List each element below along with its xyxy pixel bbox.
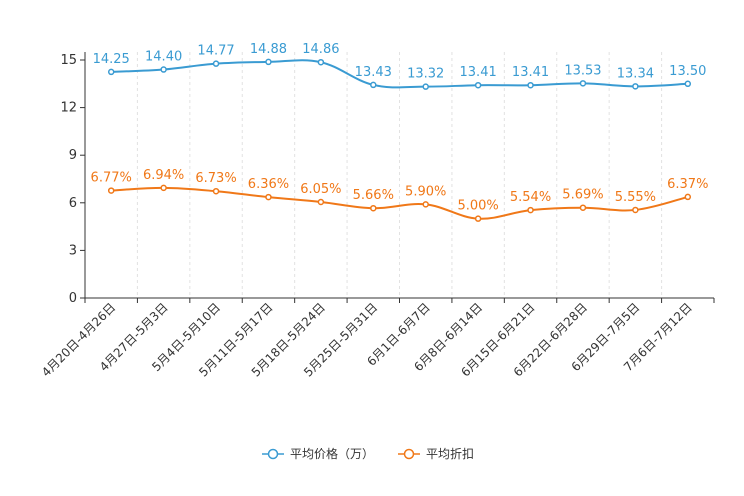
data-label: 6.36% — [248, 177, 289, 192]
data-point[interactable] — [160, 184, 167, 192]
data-point[interactable] — [474, 215, 482, 222]
data-point[interactable] — [527, 81, 534, 89]
data-point[interactable] — [317, 58, 325, 66]
data-point[interactable] — [265, 193, 272, 201]
data-point[interactable] — [684, 80, 692, 88]
data-label: 14.40 — [145, 50, 182, 65]
data-point[interactable] — [579, 80, 587, 87]
data-label: 13.43 — [355, 65, 392, 80]
chart-series: 14.25 14.40 14.77 14.88 14.86 13.43 13.32 13.41… — [91, 42, 708, 222]
data-label: 13.32 — [407, 67, 444, 82]
data-point[interactable] — [317, 198, 325, 206]
legend-swatch-marker — [403, 448, 415, 460]
data-point[interactable] — [632, 83, 639, 90]
data-label: 14.88 — [250, 42, 287, 57]
legend-swatch-marker — [267, 448, 279, 460]
data-label: 5.90% — [405, 184, 446, 199]
data-point[interactable] — [107, 68, 115, 76]
data-point[interactable] — [370, 81, 377, 89]
data-point[interactable] — [107, 187, 115, 194]
data-point[interactable] — [422, 201, 429, 208]
data-point[interactable] — [632, 206, 639, 214]
data-label: 6.05% — [300, 182, 341, 197]
data-label: 5.00% — [457, 199, 498, 214]
data-label: 13.34 — [617, 66, 654, 81]
chart-grid — [136, 52, 663, 298]
y-tick-label: 9 — [69, 148, 77, 163]
chart-legend[interactable]: 平均价格（万） 平均折扣 — [262, 446, 474, 461]
data-point[interactable] — [160, 66, 167, 73]
data-point[interactable] — [212, 60, 220, 67]
data-point[interactable] — [422, 83, 429, 90]
data-label: 14.77 — [197, 44, 234, 59]
legend-label[interactable]: 平均折扣 — [426, 446, 474, 461]
data-point[interactable] — [527, 206, 534, 214]
chart-axes: 036912154月20日-4月26日4月27日-5月3日5月4日-5月10日5… — [39, 52, 715, 380]
data-point[interactable] — [474, 81, 482, 89]
data-label: 13.41 — [512, 65, 549, 80]
series-line-1 — [111, 186, 689, 220]
data-label: 5.54% — [510, 190, 551, 205]
data-label: 14.86 — [302, 42, 339, 57]
data-label: 13.50 — [669, 64, 706, 79]
legend-label[interactable]: 平均价格（万） — [290, 446, 374, 461]
data-label: 5.69% — [562, 188, 603, 203]
data-label: 5.66% — [353, 188, 394, 203]
data-label: 14.25 — [93, 52, 130, 67]
data-label: 6.73% — [195, 171, 236, 186]
y-tick-label: 3 — [69, 243, 77, 258]
data-point[interactable] — [265, 58, 272, 66]
series-line-0 — [111, 59, 688, 89]
y-tick-label: 6 — [69, 196, 77, 211]
data-label: 6.94% — [143, 168, 184, 183]
y-tick-label: 0 — [69, 291, 77, 306]
data-point[interactable] — [370, 204, 377, 212]
data-label: 6.77% — [91, 171, 132, 186]
data-label: 6.37% — [667, 177, 708, 192]
y-tick-label: 15 — [60, 53, 77, 68]
data-label: 13.53 — [564, 63, 601, 78]
data-point[interactable] — [579, 204, 587, 211]
data-point[interactable] — [684, 193, 692, 201]
y-tick-label: 12 — [60, 101, 77, 116]
data-point[interactable] — [212, 187, 220, 195]
data-label: 13.41 — [460, 65, 497, 80]
data-label: 5.55% — [615, 190, 656, 205]
